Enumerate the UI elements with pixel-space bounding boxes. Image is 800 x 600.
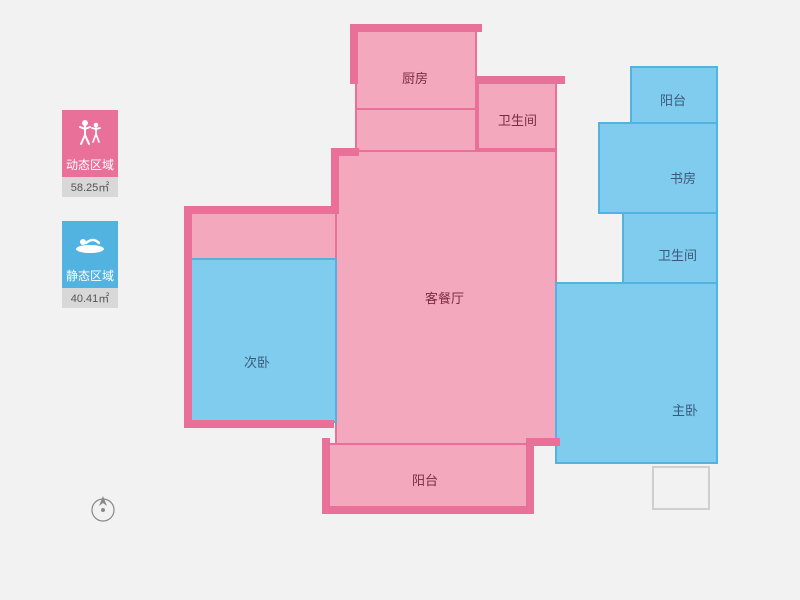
- legend-dynamic-value: 58.25㎡: [62, 177, 118, 197]
- sleeping-person-icon: [62, 221, 118, 265]
- room-阳台右: [630, 66, 718, 124]
- room-客餐厅: [335, 150, 557, 445]
- room-主卧: [555, 282, 718, 464]
- outer-wall-segment: [350, 24, 358, 84]
- room-阳台: [328, 443, 530, 508]
- outer-wall-segment: [322, 506, 534, 514]
- balcony-outline: [652, 466, 710, 510]
- room-厨房: [355, 30, 477, 110]
- outer-wall-segment: [184, 206, 192, 428]
- walking-people-icon: [62, 110, 118, 154]
- legend-panel: 动态区域 58.25㎡ 静态区域 40.41㎡: [55, 110, 125, 332]
- outer-wall-segment: [526, 438, 534, 512]
- outer-wall-segment: [475, 76, 565, 84]
- outer-wall-segment: [322, 438, 330, 512]
- legend-static-value: 40.41㎡: [62, 288, 118, 308]
- legend-static-block: 静态区域 40.41㎡: [55, 221, 125, 308]
- outer-wall-segment: [526, 438, 560, 446]
- room-次卧: [190, 258, 337, 423]
- room-左走廊: [190, 210, 337, 260]
- outer-wall-segment: [184, 206, 339, 214]
- compass-icon: [85, 490, 121, 531]
- legend-dynamic-block: 动态区域 58.25㎡: [55, 110, 125, 197]
- room-卫生间: [477, 82, 557, 150]
- legend-static-label: 静态区域: [62, 265, 118, 288]
- outer-wall-segment: [350, 24, 482, 32]
- room-书房: [598, 122, 718, 214]
- room-客餐厅上: [355, 108, 477, 152]
- outer-wall-segment: [331, 148, 339, 208]
- room-卫生间2: [622, 212, 718, 284]
- floorplan: 厨房卫生间客餐厅阳台阳台书房卫生间主卧次卧: [190, 30, 750, 570]
- legend-dynamic-label: 动态区域: [62, 154, 118, 177]
- outer-wall-segment: [331, 148, 359, 156]
- outer-wall-segment: [184, 420, 334, 428]
